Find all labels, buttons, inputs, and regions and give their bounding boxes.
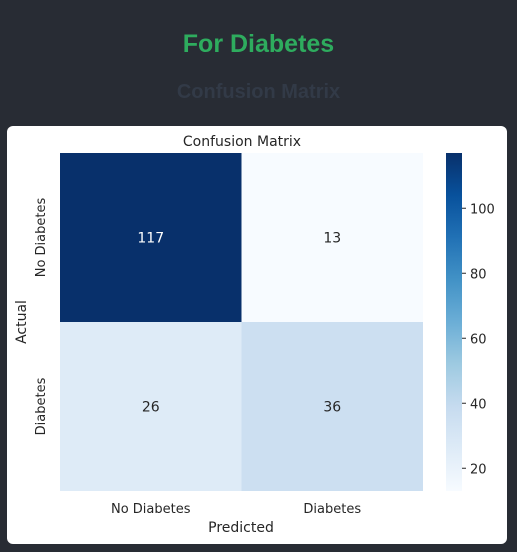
heatmap-cells xyxy=(60,153,423,491)
heatmap-cell-value: 117 xyxy=(137,231,164,247)
page-title: For Diabetes xyxy=(182,30,335,58)
colorbar-ticks: 20 40 60 80 100 xyxy=(462,202,495,477)
chart-title: Confusion Matrix xyxy=(183,134,301,150)
y-tick-label: No Diabetes xyxy=(34,198,49,278)
y-axis-label: Actual xyxy=(14,300,30,344)
section-subtitle: Confusion Matrix xyxy=(176,81,341,103)
heatmap-cell-value: 26 xyxy=(142,400,160,416)
heatmap-cell xyxy=(60,322,242,491)
colorbar-tick-label: 80 xyxy=(470,267,487,282)
heatmap-cell-value: 13 xyxy=(323,231,341,247)
colorbar-tick-label: 60 xyxy=(470,332,487,347)
heatmap-cell xyxy=(60,153,242,322)
colorbar-tick-label: 100 xyxy=(470,202,495,217)
colorbar xyxy=(446,153,462,491)
x-tick-label: Diabetes xyxy=(303,502,361,517)
heatmap-cell xyxy=(241,322,423,491)
heatmap-cell-labels: 117 13 26 36 xyxy=(137,231,341,416)
x-tick-label: No Diabetes xyxy=(111,502,191,517)
heatmap-cell xyxy=(241,153,423,322)
chart-card: Confusion Matrix 117 13 26 36 No Diabetes D… xyxy=(7,126,507,544)
x-axis-label: Predicted xyxy=(208,520,274,536)
colorbar-tick-label: 20 xyxy=(470,462,487,477)
colorbar-tick-label: 40 xyxy=(470,397,487,412)
confusion-matrix-chart: Confusion Matrix 117 13 26 36 No Diabetes D… xyxy=(14,134,495,536)
heatmap-cell-value: 36 xyxy=(323,400,341,416)
y-tick-label: Diabetes xyxy=(34,377,49,435)
